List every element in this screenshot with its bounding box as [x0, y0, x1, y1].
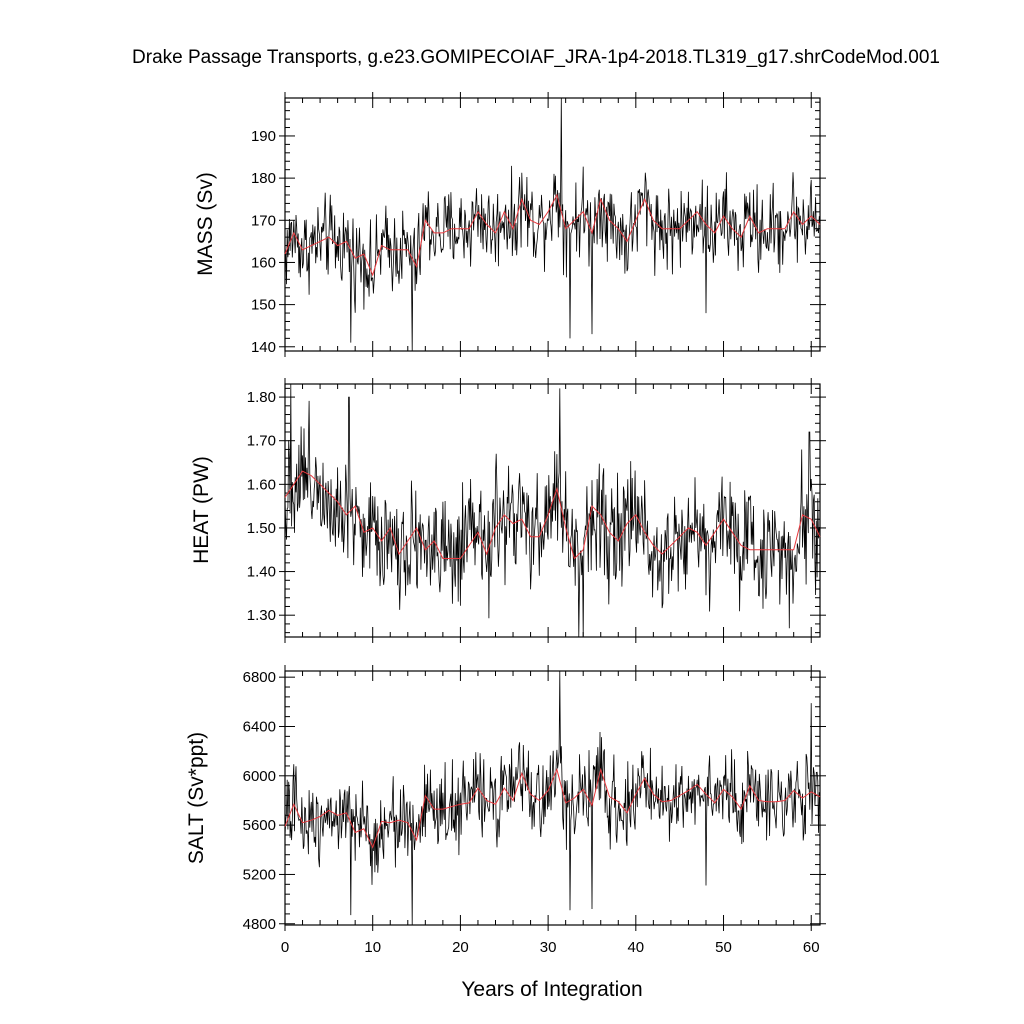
y-tick-label: 6400: [243, 718, 276, 735]
x-tick-label: 50: [715, 939, 732, 956]
panel-salt-frame: [284, 670, 821, 926]
y-tick-label: 1.40: [247, 564, 276, 581]
panel-heat-ylabel: HEAT (PW): [190, 456, 213, 564]
y-tick-label: 1.50: [247, 520, 276, 537]
panel-mass-yticklabels: 140 150 160 170 180 190: [251, 128, 276, 356]
panel-salt-xticklabels: 0 10 20 30 40 50 60: [281, 939, 820, 956]
panel-salt-yticklabels: 4800 5200 5600 6000 6400 6800: [243, 669, 276, 933]
x-tick-label: 60: [803, 939, 820, 956]
chart-title: Drake Passage Transports, g.e23.GOMIPECO…: [132, 47, 940, 68]
series-monthly-line: [284, 383, 820, 638]
x-tick-label: 40: [627, 939, 644, 956]
x-tick-label: 10: [364, 939, 381, 956]
y-tick-label: 1.70: [247, 433, 276, 450]
y-tick-label: 150: [251, 297, 276, 314]
y-tick-label: 6800: [243, 669, 276, 686]
series-annual-mean-line: [284, 470, 821, 560]
panel-heat: 1.30 1.40 1.50 1.60 1.70 1.80 HEAT (PW): [190, 378, 826, 643]
y-tick-label: 4800: [243, 916, 276, 933]
panel-salt-ylabel: SALT (Sv*ppt): [185, 732, 208, 864]
y-tick-label: 1.30: [247, 607, 276, 624]
y-tick-label: 1.60: [247, 476, 276, 493]
y-tick-label: 5200: [243, 866, 276, 883]
panel-salt: 0 10 20 30 40 50 60 4800 5200 5600 6000 6400 6800 S…: [185, 665, 826, 956]
series-annual-mean-line: [284, 193, 821, 277]
x-tick-label: 0: [281, 939, 289, 956]
panel-salt-ticks: [279, 665, 826, 931]
series-annual-mean-line: [284, 767, 821, 849]
series-monthly-line: [284, 97, 820, 352]
panel-mass-ylabel: MASS (Sv): [194, 172, 217, 276]
series-monthly-line: [284, 670, 820, 926]
panel-mass: 140 150 160 170 180 190 MASS (Sv): [194, 92, 826, 357]
y-tick-label: 140: [251, 339, 276, 356]
x-axis-title: Years of Integration: [461, 978, 642, 1001]
x-tick-label: 20: [452, 939, 469, 956]
y-tick-label: 160: [251, 254, 276, 271]
y-tick-label: 190: [251, 128, 276, 145]
panel-mass-series: [284, 97, 821, 352]
y-tick-label: 180: [251, 170, 276, 187]
y-tick-label: 170: [251, 212, 276, 229]
y-tick-label: 6000: [243, 768, 276, 785]
panel-heat-series: [284, 383, 821, 638]
panel-salt-series: [284, 670, 821, 926]
panel-heat-yticklabels: 1.30 1.40 1.50 1.60 1.70 1.80: [247, 389, 276, 624]
x-tick-label: 30: [540, 939, 557, 956]
y-tick-label: 1.80: [247, 389, 276, 406]
y-tick-label: 5600: [243, 817, 276, 834]
